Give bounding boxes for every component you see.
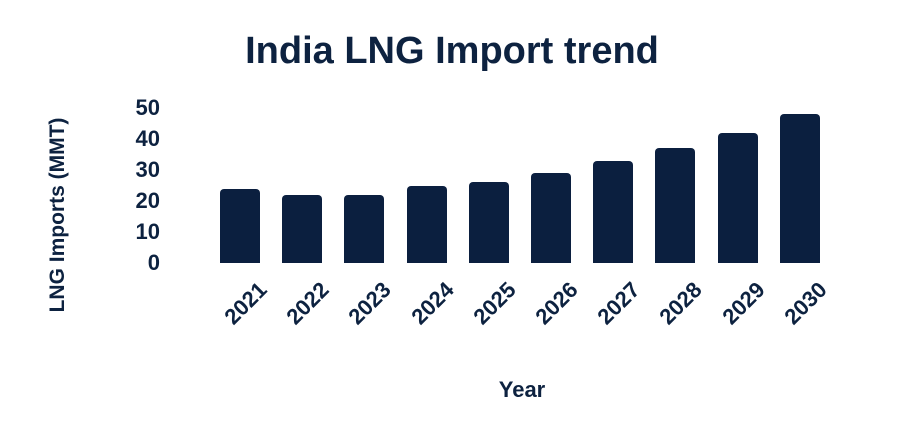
y-tick-label: 10 — [135, 219, 160, 244]
y-axis-label: LNG Imports (MMT) — [46, 117, 69, 313]
bar-2030 — [779, 114, 820, 263]
x-tick-label: 2029 — [716, 277, 770, 330]
bar-2024 — [406, 185, 447, 263]
x-tick-label: 2028 — [654, 277, 708, 330]
x-tick-label: 2027 — [592, 277, 645, 330]
bar-2023 — [344, 194, 385, 263]
bar-2021 — [220, 188, 260, 263]
bar-2026 — [531, 173, 571, 263]
x-tick-label: 2023 — [343, 277, 397, 330]
bar-2028 — [655, 148, 696, 263]
x-tick-label: 2024 — [405, 277, 459, 330]
y-tick-label: 0 — [147, 250, 160, 275]
y-tick-label: 30 — [135, 157, 160, 182]
y-tick-label: 50 — [135, 95, 160, 120]
bar-2027 — [593, 160, 634, 263]
x-tick-label: 2025 — [468, 277, 521, 330]
bar-2022 — [282, 194, 323, 263]
chart-title: India LNG Import trend — [245, 30, 659, 72]
bar-2025 — [468, 182, 509, 263]
x-tick-label: 2030 — [779, 277, 832, 330]
x-tick-label: 2026 — [530, 277, 583, 330]
y-tick-label: 40 — [135, 126, 160, 151]
x-axis-label: Year — [498, 377, 546, 402]
x-tick-label: 2021 — [219, 277, 272, 330]
x-tick-label: 2022 — [281, 277, 334, 330]
y-tick-label: 20 — [135, 188, 160, 213]
bar-2029 — [717, 132, 758, 263]
